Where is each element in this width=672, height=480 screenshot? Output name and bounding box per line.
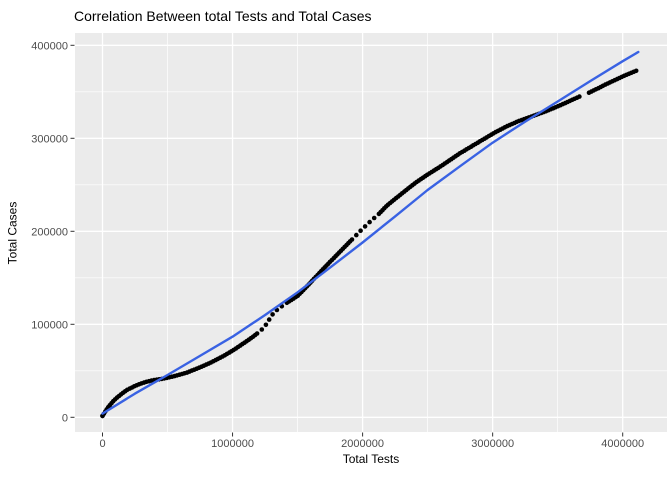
x-tick-label: 0	[99, 438, 105, 450]
data-point	[354, 232, 359, 238]
y-tick-label: 400000	[31, 40, 68, 52]
data-point	[371, 215, 377, 221]
data-point	[358, 228, 363, 233]
x-axis-title: Total Tests	[342, 452, 400, 466]
y-tick-label: 200000	[31, 226, 68, 238]
x-tick-label: 2000000	[341, 438, 384, 450]
data-point	[254, 331, 260, 336]
y-tick-label: 300000	[31, 133, 68, 145]
data-point	[367, 219, 372, 225]
data-point	[266, 317, 272, 322]
data-point	[577, 94, 582, 99]
x-tick-label: 4000000	[601, 438, 644, 450]
x-tick-label: 3000000	[471, 438, 514, 450]
x-tick-label: 1000000	[211, 438, 254, 450]
y-axis-title: Total Cases	[5, 201, 20, 264]
data-point	[259, 327, 265, 332]
panel-background	[75, 33, 667, 432]
data-point	[633, 68, 639, 74]
y-tick-label: 100000	[31, 319, 68, 331]
y-axis-title-wrap: Total Cases	[0, 33, 24, 432]
data-point	[263, 322, 269, 328]
smooth-regression-line	[101, 50, 640, 415]
chart-title: Correlation Between total Tests and Tota…	[74, 8, 372, 24]
data-point	[270, 312, 275, 317]
data-point	[349, 237, 355, 242]
y-tick-label: 0	[62, 412, 68, 424]
scatter-points	[100, 68, 639, 419]
data-point	[362, 224, 368, 229]
